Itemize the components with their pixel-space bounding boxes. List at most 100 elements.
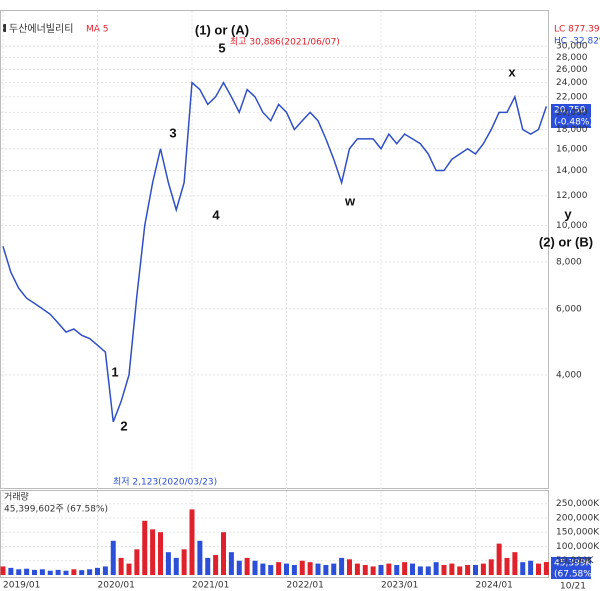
volume-tick-label: 100,000K (556, 542, 600, 552)
y-tick-label: 18,000 (556, 125, 588, 135)
volume-now: 45,399K (554, 559, 592, 569)
volume-bar (449, 563, 455, 575)
volume-bar (142, 520, 148, 575)
volume-bar (165, 552, 171, 575)
volume-bar (268, 565, 274, 575)
volume-bar (339, 557, 345, 575)
volume-bar (244, 557, 250, 575)
volume-bar (323, 565, 329, 575)
volume-bar (32, 569, 37, 575)
volume-bar (488, 559, 494, 575)
volume-bar (457, 566, 463, 575)
volume-bar (307, 562, 313, 575)
wave-label: (1) or (A) (195, 22, 249, 37)
x-tick-label: 2021/01 (192, 581, 229, 591)
volume-bar (433, 562, 439, 575)
y-tick-label: 10,000 (556, 221, 588, 231)
volume-bar (410, 563, 415, 575)
price-change: (-0.48%) (554, 118, 593, 128)
stock-name: 두산에너빌리티 (9, 23, 73, 35)
last-date: 10/21 (560, 582, 586, 591)
y-tick-label: 22,000 (556, 92, 588, 102)
volume-bar (520, 562, 526, 575)
ma-label: MA 5 (86, 25, 109, 35)
volume-bar (110, 540, 116, 575)
volume-bar (189, 509, 195, 575)
hc-label: HC -32.82% (554, 37, 600, 47)
x-tick-label: 2023/01 (381, 581, 418, 591)
y-tick-label: 28,000 (556, 53, 588, 63)
volume-bar (284, 563, 289, 575)
volume-bar (213, 555, 219, 575)
y-tick-label: 16,000 (556, 144, 588, 154)
price-now-box (551, 104, 591, 128)
volume-bar (118, 557, 124, 575)
volume-bar (0, 566, 6, 575)
wave-label: w (344, 193, 356, 208)
volume-bar (473, 565, 478, 575)
volume-bar (134, 549, 140, 575)
volume-bar (158, 532, 163, 575)
y-tick-label: 14,000 (556, 166, 588, 176)
y-tick-label: 24,000 (556, 78, 588, 88)
volume-bar (71, 569, 77, 575)
x-tick-label: 2020/01 (98, 581, 135, 591)
wave-label: 5 (218, 40, 225, 55)
y-tick-label: 30,000 (556, 42, 588, 52)
volume-bar (394, 565, 400, 575)
volume-bar (354, 563, 360, 575)
extreme-label: 최고 30,886(2021/06/07) (230, 37, 340, 48)
volume-bar (402, 562, 408, 575)
volume-bar (150, 529, 156, 575)
volume-tick-label: 50,000K (556, 556, 594, 566)
price-frame (0, 10, 549, 489)
y-tick-label: 26,000 (556, 65, 588, 75)
price-line (2, 81, 548, 423)
wave-label: y (564, 206, 572, 221)
volume-bar (173, 557, 179, 575)
volume-bar (79, 570, 85, 575)
y-tick-label: 6,000 (556, 304, 582, 314)
title-marker (3, 24, 6, 32)
y-tick-label: 20,000 (556, 108, 588, 118)
y-tick-label: 8,000 (556, 257, 582, 267)
volume-bar (87, 569, 93, 575)
volume-title: 거래량 (4, 491, 29, 503)
volume-bar (536, 563, 541, 575)
wave-label: 2 (120, 418, 127, 433)
wave-label: 4 (212, 207, 220, 222)
wave-label: (2) or (B) (539, 234, 593, 249)
lc-label: LC 877.39% (554, 25, 600, 35)
volume-bar (126, 563, 132, 575)
volume-frame (0, 490, 549, 578)
wave-label: x (508, 64, 516, 79)
volume-bar (315, 563, 321, 575)
volume-bar (543, 562, 549, 575)
volume-bar (299, 560, 305, 575)
y-tick-label: 12,000 (556, 191, 588, 201)
volume-bar (512, 552, 518, 575)
extreme-label: 최저 2,123(2020/03/23) (113, 477, 217, 488)
volume-bar (331, 563, 337, 575)
volume-bar (496, 543, 502, 575)
volume-bar (386, 563, 392, 575)
volume-bar (362, 565, 368, 575)
volume-bar (63, 570, 69, 575)
volume-bar (260, 563, 266, 575)
volume-ratio: (67.58%) (554, 570, 595, 580)
volume-tick-label: 250,000K (556, 499, 600, 509)
volume-bar (347, 559, 352, 575)
y-tick-label: 4,000 (556, 370, 582, 380)
price-now: 20,750 (554, 106, 586, 116)
volume-bar (16, 569, 22, 575)
volume-bar (181, 549, 187, 575)
volume-bar (55, 569, 61, 575)
volume-bar (370, 566, 376, 575)
volume-bar (221, 532, 226, 575)
volume-bar (417, 566, 423, 575)
volume-bar (465, 565, 471, 575)
x-tick-label: 2019/01 (3, 581, 40, 591)
volume-bar (47, 570, 53, 575)
volume-now-box (551, 557, 591, 579)
